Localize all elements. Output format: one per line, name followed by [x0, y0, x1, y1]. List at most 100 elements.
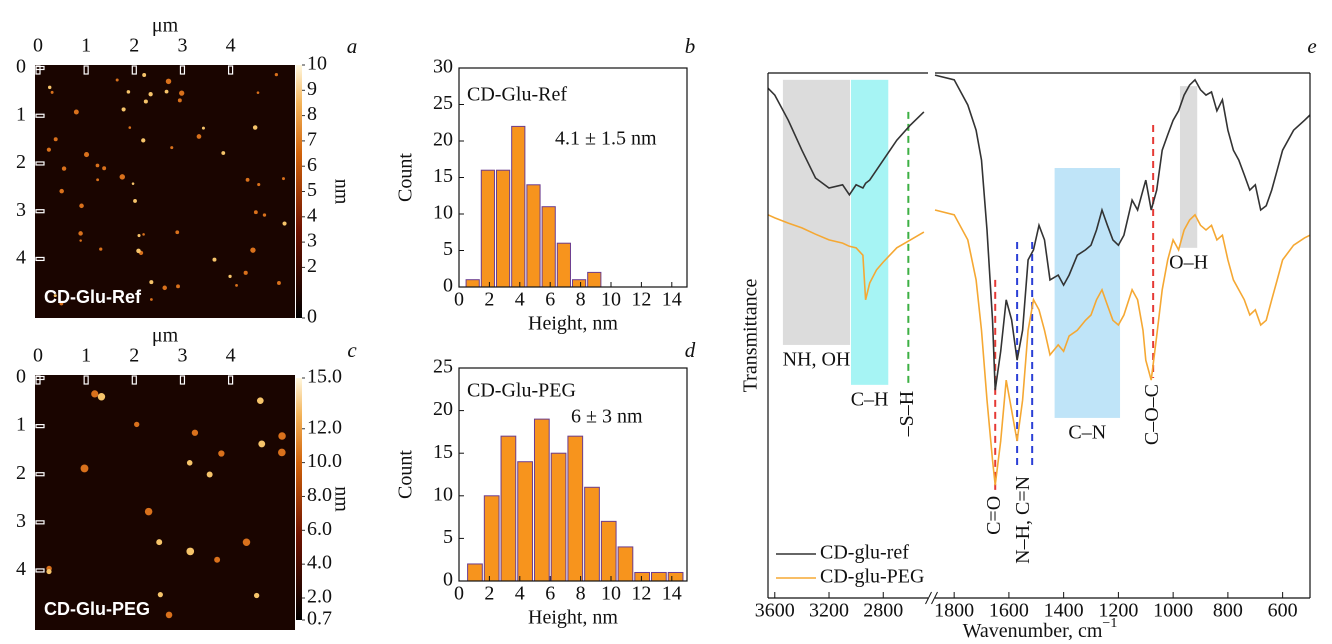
bar	[651, 571, 667, 582]
particle	[175, 230, 180, 235]
x-tick-label: 0	[454, 289, 464, 311]
y-tick-label: 3	[16, 199, 26, 221]
x-tick-mark	[179, 65, 186, 75]
colorbar-tick-label: 10	[307, 53, 327, 75]
x-tick-label: 1600	[989, 600, 1029, 622]
bar	[587, 271, 602, 288]
x-tick-label: 4	[226, 345, 236, 367]
x-tick-label: 3600	[755, 600, 795, 622]
particle	[282, 177, 285, 181]
particle	[142, 233, 145, 236]
spectrum-line	[767, 74, 1311, 391]
y-tick-label: 25	[433, 92, 453, 114]
colorbar-label: nm	[330, 179, 352, 205]
particle	[165, 611, 173, 619]
x-tick-label: 4	[515, 583, 525, 605]
x-tick-label: 0	[33, 345, 43, 367]
colorbar-tick-label: 4	[307, 204, 317, 226]
particle	[278, 432, 286, 440]
particle	[149, 298, 153, 301]
particle	[61, 166, 67, 171]
x-tick-mark	[131, 65, 137, 75]
x-tick-label: 0	[454, 583, 464, 605]
x-tick-label: 12	[631, 289, 651, 311]
y-tick-label: 0	[16, 366, 26, 388]
y-tick-label: 2	[16, 151, 26, 173]
y-tick-label: 4	[16, 247, 26, 269]
particle	[156, 539, 163, 546]
colorbar-tick-label: 6.0	[307, 518, 332, 540]
particle	[53, 137, 58, 142]
colorbar-tick-label: 8.0	[307, 484, 332, 506]
particle	[253, 592, 260, 599]
particle	[115, 78, 119, 82]
particle	[95, 163, 100, 168]
particle	[282, 221, 287, 226]
x-axis-label-text: Wavenumber, cm	[963, 620, 1103, 642]
y-tick-mark	[35, 520, 45, 525]
y-axis-label: Count	[395, 450, 417, 499]
particle	[99, 247, 103, 251]
particle	[165, 78, 172, 85]
x-tick-label: 2	[484, 289, 494, 311]
y-tick-mark	[35, 161, 45, 166]
bar	[533, 418, 550, 582]
y-tick-label: 15	[433, 165, 453, 187]
y-tick-label: 10	[433, 202, 453, 224]
x-tick-label: 1000	[1153, 600, 1193, 622]
y-tick-label: 25	[433, 356, 453, 378]
x-tick-label: 10	[601, 289, 621, 311]
bar	[600, 520, 617, 582]
particle	[191, 429, 199, 436]
particle	[126, 90, 131, 94]
particle	[243, 270, 248, 275]
particle	[143, 99, 148, 104]
x-tick-label: 8	[576, 289, 586, 311]
legend-label: CD-glu-ref	[820, 542, 909, 564]
y-tick-label: 0	[443, 275, 453, 297]
x-tick-label: 1400	[1044, 600, 1084, 622]
y-tick-label: 1	[16, 103, 26, 125]
bar	[517, 461, 533, 582]
particle	[201, 126, 205, 130]
y-tick-mark	[35, 375, 45, 381]
panel-letter: b	[685, 34, 696, 58]
particle	[221, 151, 226, 155]
bar	[526, 184, 541, 288]
particle	[250, 247, 256, 253]
x-tick-label: 3	[177, 35, 187, 57]
particle	[59, 188, 64, 194]
size-annotation: 4.1 ± 1.5 nm	[555, 128, 657, 150]
particle	[73, 109, 79, 115]
particle	[179, 90, 185, 96]
particle	[149, 280, 154, 285]
particle	[46, 147, 51, 152]
y-axis-label: Count	[395, 153, 417, 202]
colorbar-tick-label: 9	[307, 78, 317, 100]
x-tick-label: 8	[576, 583, 586, 605]
particle	[257, 182, 261, 187]
x-tick-label: 1	[81, 345, 91, 367]
particle	[277, 281, 281, 285]
band	[782, 79, 851, 345]
x-tick-label: 600	[1268, 600, 1298, 622]
x-axis-label: Height, nm	[528, 607, 618, 629]
particle	[136, 248, 141, 254]
y-tick-mark	[35, 424, 45, 429]
colorbar-tick-label: 8	[307, 103, 317, 125]
x-tick-label: 0	[33, 35, 43, 57]
particle	[141, 138, 146, 143]
colorbar	[296, 378, 302, 620]
particle	[128, 126, 132, 129]
marker-label: C=O	[983, 496, 1005, 535]
x-axis-label: Wavenumber, cm−1	[963, 616, 1118, 641]
y-axis-label: Transmittance	[740, 279, 762, 393]
y-tick-label: 10	[433, 483, 453, 505]
bar	[550, 452, 567, 582]
bar	[617, 546, 634, 582]
bar	[541, 206, 556, 288]
bar	[495, 169, 511, 288]
x-tick-label: 1	[81, 35, 91, 57]
